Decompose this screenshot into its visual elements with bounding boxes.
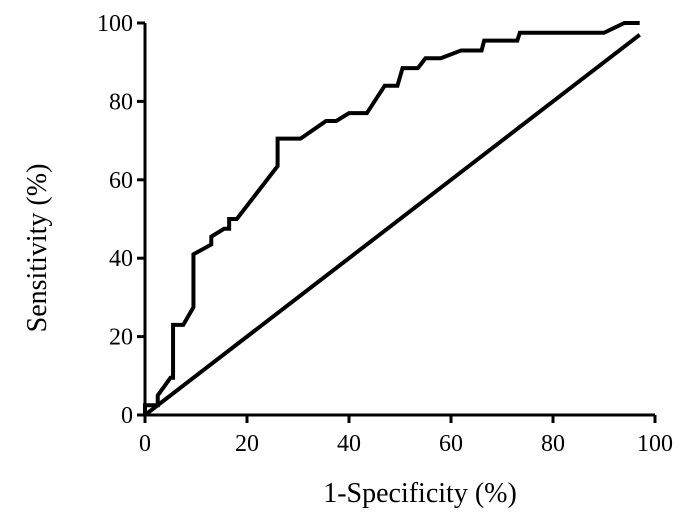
y-tick-label: 100 bbox=[97, 11, 133, 37]
y-axis-title: Sensitivity (%) bbox=[22, 164, 53, 333]
y-tick-label: 80 bbox=[109, 89, 133, 115]
reference-diagonal-line bbox=[143, 33, 641, 417]
x-tick-label: 40 bbox=[337, 431, 361, 457]
x-tick-label: 0 bbox=[139, 431, 151, 457]
x-axis-title: 1-Specificity (%) bbox=[323, 478, 517, 509]
y-tick-label: 40 bbox=[109, 246, 133, 272]
x-tick-label: 80 bbox=[541, 431, 565, 457]
axes bbox=[143, 23, 655, 417]
y-tick-label: 0 bbox=[121, 403, 133, 429]
y-tick-label: 60 bbox=[109, 168, 133, 194]
y-tick-label: 20 bbox=[109, 325, 133, 351]
x-tick-label: 100 bbox=[637, 431, 673, 457]
ticks: 0 20 40 60 80 100 0 20 40 60 80 100 bbox=[97, 11, 673, 457]
x-tick-label: 20 bbox=[235, 431, 259, 457]
roc-curve-line bbox=[143, 21, 640, 415]
plot-area bbox=[143, 21, 641, 417]
x-tick-label: 60 bbox=[439, 431, 463, 457]
